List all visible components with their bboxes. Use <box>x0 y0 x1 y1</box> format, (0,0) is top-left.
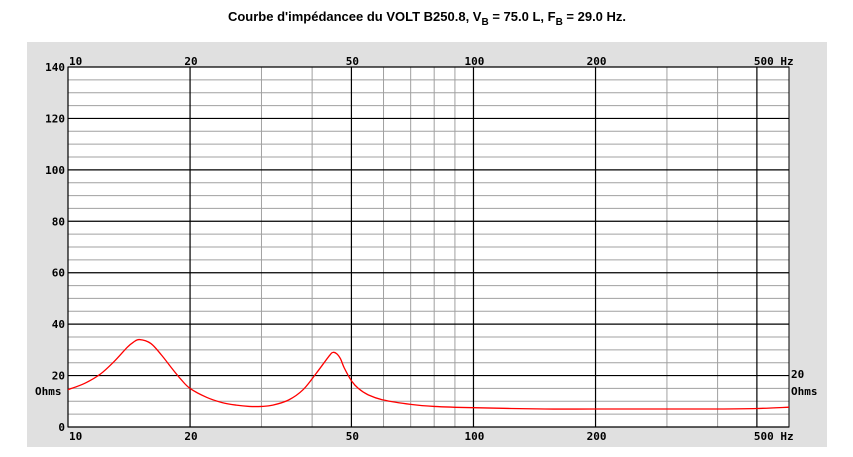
minor-grid <box>68 67 790 427</box>
title-fb-value: = 29.0 Hz. <box>563 9 626 24</box>
x-tick-label-bottom: 10 <box>69 430 82 443</box>
chart-title: Courbe d'impédancee du VOLT B250.8, VB =… <box>228 9 626 28</box>
y-unit-label-left: Ohms <box>35 385 62 398</box>
y-tick-label: 60 <box>52 267 65 280</box>
title-fb-subscript: B <box>556 17 563 28</box>
x-axis-labels: 10 10 20 20 50 50 100 100 200 200 500 Hz 500 Hz <box>69 55 794 443</box>
title-vb-value: = 75.0 L, F <box>489 9 556 24</box>
unit-labels: Ohms 20 Ohms <box>35 368 818 398</box>
x-tick-label-bottom: 50 <box>346 430 359 443</box>
y-tick-label: 20 <box>52 370 65 383</box>
y-tick-label: 140 <box>45 61 65 74</box>
x-tick-label-bottom: 100 <box>465 430 485 443</box>
y-unit-label-right: Ohms <box>791 385 818 398</box>
y-tick-label: 120 <box>45 112 65 125</box>
y-axis-labels: 0 20 40 60 80 100 120 140 <box>45 61 65 434</box>
x-tick-label-top: 500 Hz <box>754 55 794 68</box>
y-tick-label: 80 <box>52 215 65 228</box>
x-tick-label-bottom: 20 <box>184 430 197 443</box>
x-tick-label-top: 10 <box>69 55 82 68</box>
x-tick-label-bottom: 200 <box>587 430 607 443</box>
y-tick-label: 40 <box>52 318 65 331</box>
title-prefix: Courbe d'impédancee du VOLT B250.8, V <box>228 9 482 24</box>
x-tick-label-bottom: 500 Hz <box>754 430 794 443</box>
x-tick-label-top: 50 <box>346 55 359 68</box>
y-tick-label: 100 <box>45 164 65 177</box>
title-vb-subscript: B <box>481 17 488 28</box>
y-tick-label: 0 <box>58 421 65 434</box>
plot-border <box>67 66 790 428</box>
impedance-curve <box>67 338 790 410</box>
right-axis-value-label: 20 <box>791 368 804 381</box>
x-tick-label-top: 100 <box>465 55 485 68</box>
x-tick-label-top: 20 <box>184 55 197 68</box>
x-tick-label-top: 200 <box>587 55 607 68</box>
